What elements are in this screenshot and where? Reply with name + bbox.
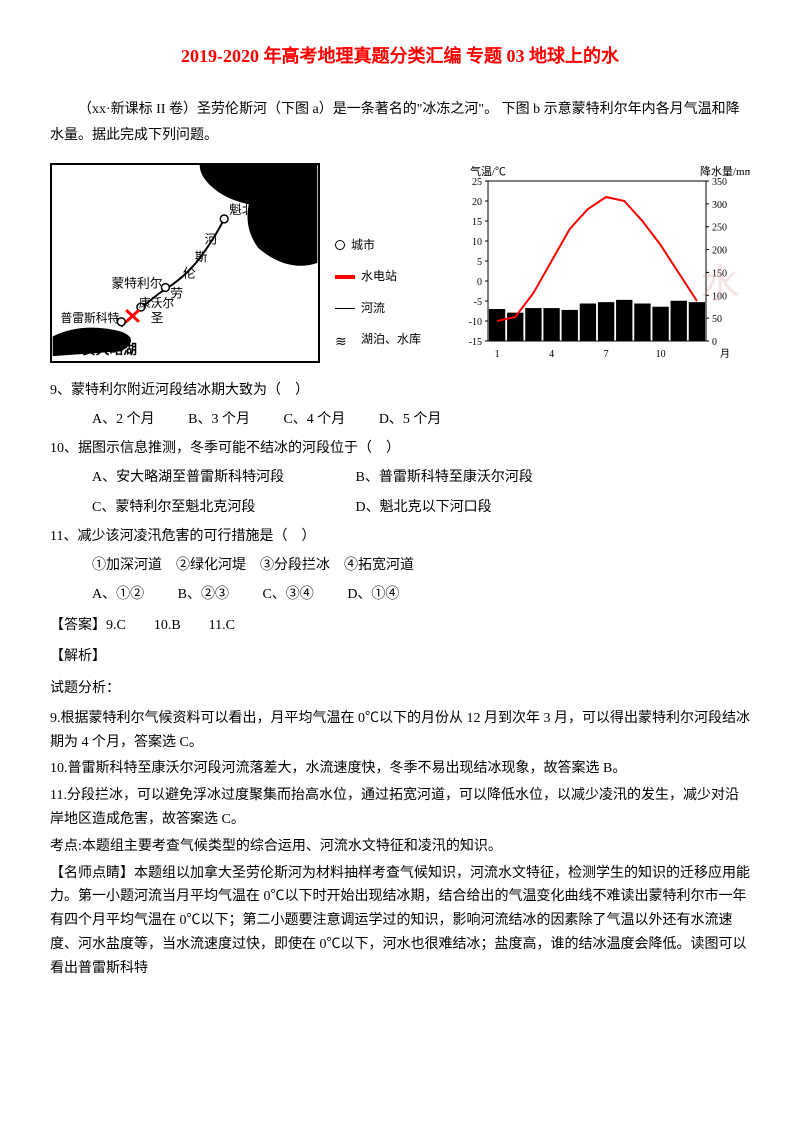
q9-options: A、2 个月 B、3 个月 C、4 个月 D、5 个月 bbox=[50, 407, 750, 432]
figures-row: 魁北克 蒙特利尔 康沃尔 普雷斯科特 安大略湖 河 斯 伦 劳 圣 城市 水电站… bbox=[50, 163, 750, 363]
analysis-sub: 试题分析： bbox=[50, 676, 750, 701]
svg-text:气温/℃: 气温/℃ bbox=[470, 164, 506, 178]
q9-opt-a: A、2 个月 bbox=[92, 407, 155, 432]
wave-icon bbox=[335, 336, 355, 344]
q10-opt-a: A、安大略湖至普雷斯科特河段 bbox=[92, 465, 352, 490]
legend-lake: 湖泊、水库 bbox=[335, 329, 435, 351]
city-cornwall: 康沃尔 bbox=[139, 296, 174, 310]
q10-row2: C、蒙特利尔至魁北克河段 D、魁北克以下河口段 bbox=[50, 495, 750, 520]
svg-text:-10: -10 bbox=[469, 317, 482, 328]
legend-hydro-label: 水电站 bbox=[361, 266, 397, 288]
mingshi: 【名师点睛】本题组以加拿大圣劳伦斯河为材料抽样考查气候知识，河流水文特征，检测学… bbox=[50, 862, 750, 981]
map-legend: 城市 水电站 河流 湖泊、水库 bbox=[335, 163, 435, 363]
svg-text:4: 4 bbox=[549, 349, 554, 360]
q11-opt-d: D、①④ bbox=[347, 587, 399, 602]
dash-icon bbox=[335, 275, 355, 279]
svg-text:河: 河 bbox=[205, 232, 218, 246]
q10-opt-c: C、蒙特利尔至魁北克河段 bbox=[92, 495, 352, 520]
svg-text:100: 100 bbox=[712, 291, 727, 302]
svg-text:伦: 伦 bbox=[183, 266, 196, 280]
city-montreal: 蒙特利尔 bbox=[112, 276, 163, 290]
svg-text:圣: 圣 bbox=[151, 311, 164, 325]
climate-chart-b: 水 -15-10-5051015202505010015020025030035… bbox=[450, 163, 750, 363]
q10-opt-b: B、普雷斯科特至康沃尔河段 bbox=[356, 470, 533, 485]
q11-opt-b: B、②③ bbox=[178, 587, 229, 602]
legend-city: 城市 bbox=[335, 235, 435, 257]
legend-lake-label: 湖泊、水库 bbox=[361, 329, 421, 351]
kaodian: 考点:本题组主要考查气候类型的综合运用、河流水文特征和凌汛的知识。 bbox=[50, 835, 750, 859]
analysis-label: 【解析】 bbox=[50, 644, 750, 669]
line-icon bbox=[335, 308, 355, 310]
legend-hydro: 水电站 bbox=[335, 266, 435, 288]
svg-text:15: 15 bbox=[472, 217, 482, 228]
city-prescott: 普雷斯科特 bbox=[61, 311, 120, 325]
q9-opt-c: C、4 个月 bbox=[283, 407, 345, 432]
svg-text:劳: 劳 bbox=[170, 285, 183, 300]
svg-text:1: 1 bbox=[495, 349, 500, 360]
svg-text:50: 50 bbox=[712, 314, 722, 325]
svg-text:7: 7 bbox=[604, 349, 609, 360]
legend-city-label: 城市 bbox=[351, 235, 375, 257]
circle-icon bbox=[335, 240, 345, 250]
q10-stem: 10、据图示信息推测，冬季可能不结冰的河段位于（ ） bbox=[50, 436, 750, 461]
answer-line: 【答案】9.C 10.B 11.C bbox=[50, 613, 750, 638]
city-quebec: 魁北克 bbox=[229, 202, 267, 217]
legend-river-label: 河流 bbox=[361, 298, 385, 320]
svg-text:-5: -5 bbox=[474, 297, 482, 308]
q10-row1: A、安大略湖至普雷斯科特河段 B、普雷斯科特至康沃尔河段 bbox=[50, 465, 750, 490]
expl-11: 11.分段拦冰，可以避免浮冰过度聚集而抬高水位，通过拓宽河道，可以降低水位，以减… bbox=[50, 784, 750, 832]
q9-opt-d: D、5 个月 bbox=[379, 407, 442, 432]
svg-text:0: 0 bbox=[477, 277, 482, 288]
expl-10: 10.普雷斯科特至康沃尔河段河流落差大，水流速度快，冬季不易出现结冰现象，故答案… bbox=[50, 757, 750, 781]
svg-text:200: 200 bbox=[712, 245, 727, 256]
q11-stem: 11、减少该河凌汛危害的可行措施是（ ） bbox=[50, 524, 750, 549]
expl-9: 9.根据蒙特利尔气候资料可以看出，月平均气温在 0℃以下的月份从 12 月到次年… bbox=[50, 707, 750, 755]
svg-text:150: 150 bbox=[712, 268, 727, 279]
svg-text:300: 300 bbox=[712, 200, 727, 211]
svg-text:25: 25 bbox=[472, 177, 482, 188]
svg-text:降水量/mm: 降水量/mm bbox=[700, 164, 750, 178]
lake-ontario: 安大略湖 bbox=[82, 341, 137, 357]
svg-text:0: 0 bbox=[712, 337, 717, 348]
svg-text:250: 250 bbox=[712, 222, 727, 233]
svg-text:350: 350 bbox=[712, 177, 727, 188]
q11-items: ①加深河道 ②绿化河堤 ③分段拦冰 ④拓宽河道 bbox=[50, 553, 750, 578]
legend-river: 河流 bbox=[335, 298, 435, 320]
intro-text: （xx·新课标 II 卷）圣劳伦斯河（下图 a）是一条著名的"冰冻之河"。 下图… bbox=[50, 97, 750, 147]
svg-text:5: 5 bbox=[477, 257, 482, 268]
q11-options: A、①② B、②③ C、③④ D、①④ bbox=[50, 582, 750, 607]
svg-text:10: 10 bbox=[472, 237, 482, 248]
page-title: 2019-2020 年高考地理真题分类汇编 专题 03 地球上的水 bbox=[50, 40, 750, 72]
svg-text:斯: 斯 bbox=[195, 250, 208, 264]
q9-opt-b: B、3 个月 bbox=[188, 407, 250, 432]
map-figure-a: 魁北克 蒙特利尔 康沃尔 普雷斯科特 安大略湖 河 斯 伦 劳 圣 bbox=[50, 163, 320, 363]
q11-opt-c: C、③④ bbox=[262, 587, 313, 602]
svg-text:月: 月 bbox=[720, 348, 730, 360]
svg-text:10: 10 bbox=[656, 349, 666, 360]
q9-stem: 9、蒙特利尔附近河段结冰期大致为（ ） bbox=[50, 378, 750, 403]
svg-text:20: 20 bbox=[472, 197, 482, 208]
q11-opt-a: A、①② bbox=[92, 587, 144, 602]
q10-opt-d: D、魁北克以下河口段 bbox=[356, 500, 492, 515]
svg-text:-15: -15 bbox=[469, 337, 482, 348]
